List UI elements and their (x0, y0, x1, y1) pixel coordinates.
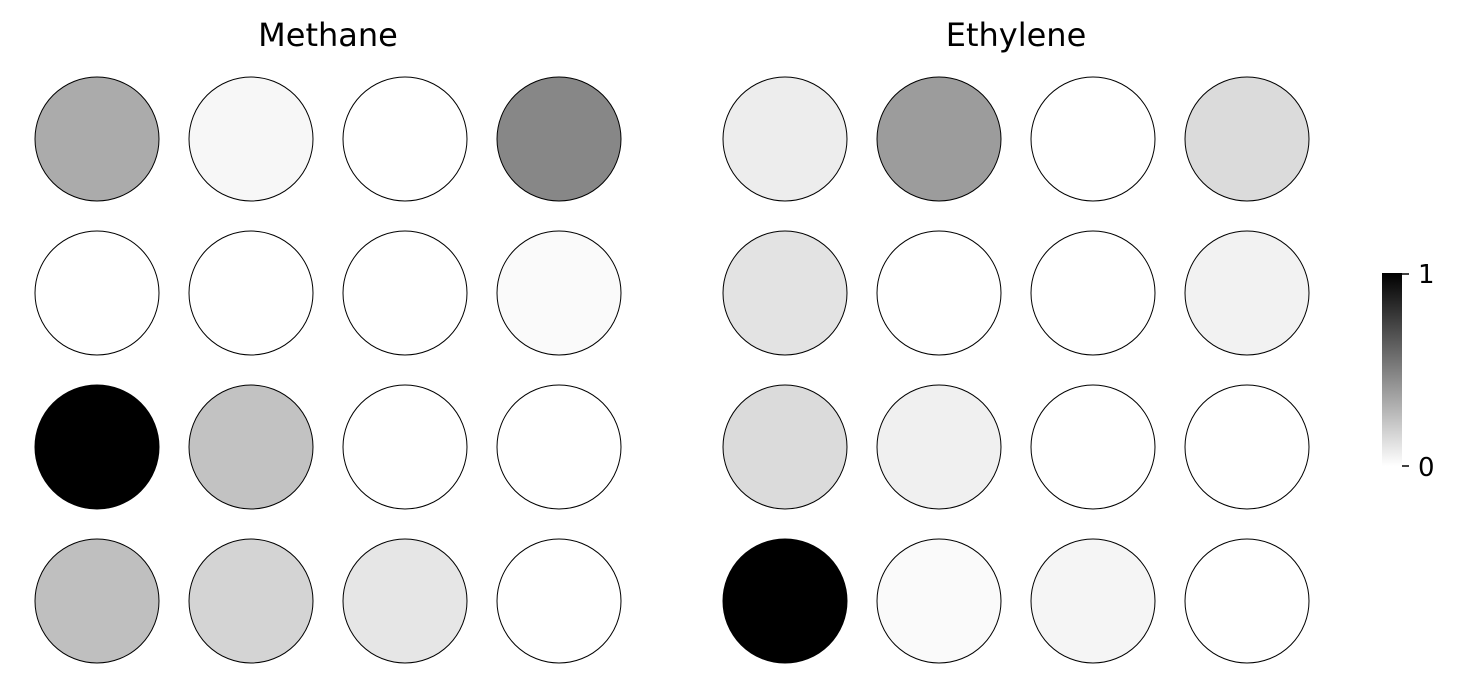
cell-methane-r2-c2 (188, 230, 314, 356)
cell-methane-r4-c3 (342, 538, 468, 664)
cell-ethylene-r2-c3 (1030, 230, 1156, 356)
panel-methane (34, 76, 622, 664)
panel-title-ethylene: Ethylene (946, 16, 1087, 54)
cell-methane-r3-c1 (34, 384, 160, 510)
panel-title-methane: Methane (258, 16, 398, 54)
cell-ethylene-r1-c1 (722, 76, 848, 202)
cell-methane-r1-c1 (34, 76, 160, 202)
cell-methane-r3-c4 (496, 384, 622, 510)
cell-ethylene-r3-c1 (722, 384, 848, 510)
cell-methane-r2-c4 (496, 230, 622, 356)
cell-methane-r4-c4 (496, 538, 622, 664)
cell-ethylene-r2-c2 (876, 230, 1002, 356)
cell-ethylene-r4-c2 (876, 538, 1002, 664)
cell-ethylene-r4-c4 (1184, 538, 1310, 664)
colorbar-tick-label-0: 0 (1418, 453, 1435, 483)
cell-ethylene-r2-c1 (722, 230, 848, 356)
cell-ethylene-r4-c3 (1030, 538, 1156, 664)
cell-ethylene-r1-c4 (1184, 76, 1310, 202)
cell-ethylene-r4-c1 (722, 538, 848, 664)
cell-ethylene-r3-c4 (1184, 384, 1310, 510)
cell-ethylene-r1-c2 (876, 76, 1002, 202)
cell-methane-r2-c1 (34, 230, 160, 356)
colorbar: 1 0 (1382, 260, 1435, 483)
cell-methane-r3-c3 (342, 384, 468, 510)
cell-methane-r1-c2 (188, 76, 314, 202)
cell-ethylene-r1-c3 (1030, 76, 1156, 202)
cell-ethylene-r3-c2 (876, 384, 1002, 510)
colorbar-gradient (1382, 273, 1402, 466)
cell-methane-r1-c3 (342, 76, 468, 202)
cell-ethylene-r3-c3 (1030, 384, 1156, 510)
cell-methane-r4-c2 (188, 538, 314, 664)
cell-ethylene-r2-c4 (1184, 230, 1310, 356)
panel-ethylene (722, 76, 1310, 664)
cell-methane-r1-c4 (496, 76, 622, 202)
cell-methane-r4-c1 (34, 538, 160, 664)
colorbar-tick-label-1: 1 (1418, 260, 1435, 290)
cell-methane-r3-c2 (188, 384, 314, 510)
cell-methane-r2-c3 (342, 230, 468, 356)
